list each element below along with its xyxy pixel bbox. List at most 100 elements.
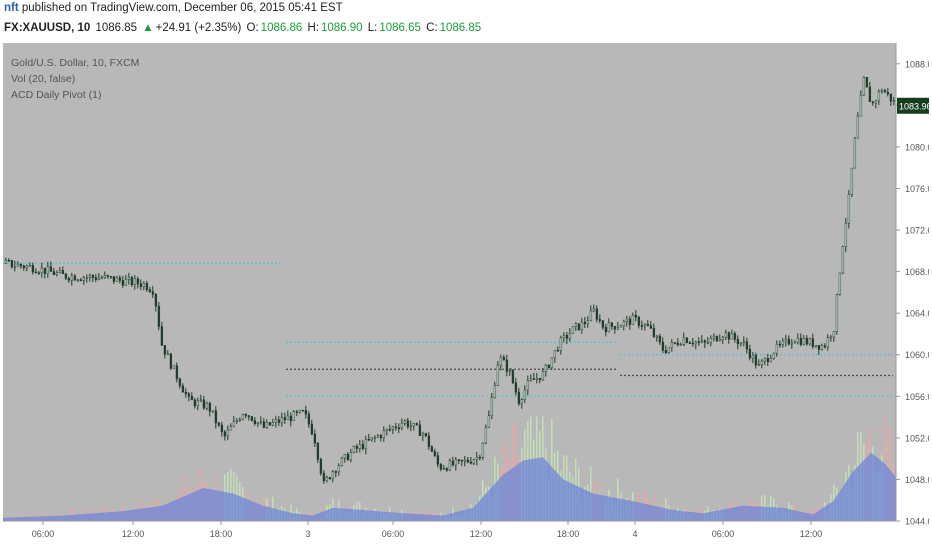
candle-body xyxy=(259,421,263,424)
low-value: 1086.65 xyxy=(379,22,421,34)
candle-body xyxy=(37,272,41,274)
candle-body xyxy=(232,421,236,427)
candle-body xyxy=(181,385,185,393)
candle-body xyxy=(400,423,404,429)
candle-body xyxy=(535,377,539,380)
candle-body xyxy=(112,276,116,282)
price-chart[interactable]: 1088.001084.001080.001076.001072.001068.… xyxy=(3,43,932,547)
candle-body xyxy=(664,350,668,354)
candle-body xyxy=(346,454,350,461)
candle-body xyxy=(394,426,398,429)
candle-body xyxy=(31,265,35,273)
legend-volume[interactable]: Vol (20, false) xyxy=(11,73,76,85)
time-axis: 06:00 12:00 18:00 3 06:00 12:00 18:00 4 06:00 12:… xyxy=(32,521,822,539)
x-tick-label: 3 xyxy=(305,529,310,539)
candle-body xyxy=(124,279,128,286)
candle-body xyxy=(40,267,44,273)
y-tick-label: 1076.00 xyxy=(905,184,929,194)
candle-body xyxy=(382,430,386,439)
candle-body xyxy=(280,417,284,423)
candle-body xyxy=(865,77,869,88)
candle-body xyxy=(190,396,194,401)
candle-body xyxy=(469,461,473,464)
candle-body xyxy=(559,337,563,351)
candle-body xyxy=(799,337,803,345)
candle-body xyxy=(175,365,179,380)
chart-pane[interactable] xyxy=(3,43,896,521)
candle-body xyxy=(55,272,59,276)
candle-body xyxy=(442,468,446,470)
candle-body xyxy=(247,415,251,417)
candle-body xyxy=(784,338,788,342)
candle-body xyxy=(373,436,377,439)
close-value: 1086.85 xyxy=(439,22,482,34)
candle-body xyxy=(538,377,542,381)
candle-body xyxy=(712,335,716,339)
candle-body xyxy=(178,378,182,387)
candle-body xyxy=(142,282,146,287)
author-name[interactable]: nft xyxy=(4,2,19,14)
candle-body xyxy=(22,265,26,269)
candle-body xyxy=(610,322,614,327)
chart-container[interactable]: 1088.001084.001080.001076.001072.001068.… xyxy=(3,43,932,547)
candle-body xyxy=(757,364,761,366)
candle-body xyxy=(562,335,566,339)
candle-body xyxy=(424,433,428,437)
candle-body xyxy=(64,273,68,279)
legend-acd[interactable]: ACD Daily Pivot (1) xyxy=(11,89,102,101)
candle-body xyxy=(289,415,293,422)
candle-body xyxy=(862,77,866,96)
candle-body xyxy=(658,335,662,343)
candle-body xyxy=(436,455,440,465)
candle-body xyxy=(94,277,98,280)
candle-body xyxy=(814,345,818,347)
y-tick-label: 1052.00 xyxy=(905,433,929,443)
candle-body xyxy=(595,308,599,320)
candle-body xyxy=(391,426,395,430)
candle-body xyxy=(196,400,200,407)
candle-body xyxy=(238,419,242,421)
candle-body xyxy=(307,413,311,425)
candle-body xyxy=(10,260,14,268)
candle-body xyxy=(208,403,212,412)
candle-body xyxy=(646,324,650,326)
candle-body xyxy=(328,477,332,480)
candle-body xyxy=(283,417,287,421)
candle-body xyxy=(295,411,299,413)
candle-body xyxy=(97,277,101,280)
candle-body xyxy=(835,294,839,332)
candle-body xyxy=(619,325,623,328)
candle-body xyxy=(670,342,674,348)
candle-body xyxy=(697,341,701,343)
candle-body xyxy=(463,459,467,462)
candle-body xyxy=(136,278,140,285)
high-value: 1086.90 xyxy=(320,22,363,34)
candle-body xyxy=(631,315,635,325)
candle-body xyxy=(250,416,254,421)
candle-body xyxy=(517,391,521,405)
candle-body xyxy=(445,468,449,471)
symbol-label: FX:XAUUSD, 10 xyxy=(4,22,91,34)
y-tick-label: 1056.00 xyxy=(905,392,929,402)
candle-body xyxy=(886,92,890,95)
legend-title[interactable]: Gold/U.S. Dollar, 10, FXCM xyxy=(11,57,140,69)
candle-body xyxy=(106,275,110,277)
candle-body xyxy=(334,471,338,473)
candle-body xyxy=(550,357,554,369)
candle-body xyxy=(778,343,782,346)
candle-body xyxy=(403,420,407,424)
candle-body xyxy=(490,397,494,416)
candle-body xyxy=(454,459,458,466)
candle-body xyxy=(481,442,485,458)
open-label: O: xyxy=(246,22,259,34)
candle-body xyxy=(643,324,647,327)
x-tick-label: 06:00 xyxy=(32,529,55,539)
x-tick-label: 12:00 xyxy=(122,529,145,539)
candle-body xyxy=(493,385,497,399)
up-arrow-icon: ▲ xyxy=(142,22,154,34)
last-price-marker: 1083.96 xyxy=(897,97,932,114)
candle-body xyxy=(634,315,638,318)
close-label: C: xyxy=(426,22,438,34)
candle-body xyxy=(607,322,611,333)
candle-body xyxy=(73,275,77,281)
